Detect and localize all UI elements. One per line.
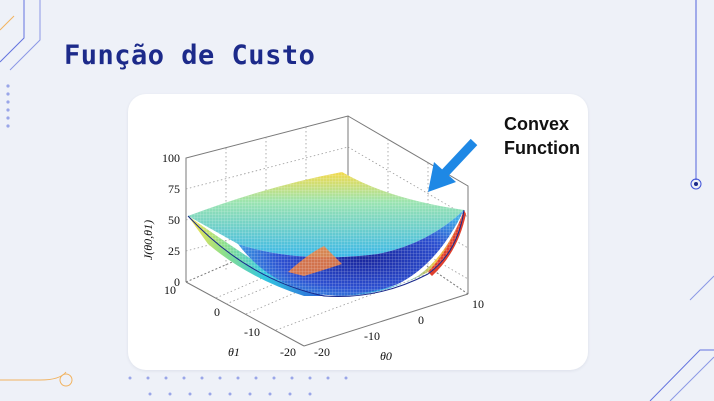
theta0-label: θ0 [380,349,392,363]
theta1-tick-10: 10 [164,283,176,297]
theta1-tick-0: 0 [214,305,220,319]
z-axis-label: J(θ0,θ1) [141,220,155,260]
orange-ring-bottom-left [59,373,73,387]
circuit-line-bottom-right-3 [689,275,714,301]
annotation-line-1: Convex [504,114,570,134]
floor-edge-left [185,281,305,347]
z-tick-75: 75 [168,182,180,196]
circuit-line-bottom-right [649,349,714,401]
z-tick-25: 25 [168,244,180,258]
annotation-line-2: Function [504,138,580,158]
orange-accent-bottom-left [0,371,67,381]
slide-title: Função de Custo [64,40,316,71]
convex-surface [187,172,466,297]
theta0-tick-minus10: -10 [364,329,380,343]
z-tick-50: 50 [168,213,180,227]
circuit-line-top-left-2 [9,0,41,71]
theta1-tick-minus10: -10 [244,325,260,339]
surface-plot: 100 75 50 25 0 J(θ0,θ1) 10 0 -10 -20 θ1 … [141,115,484,363]
theta0-tick-0: 0 [418,313,424,327]
dot-pattern-bottom [128,376,348,396]
circuit-dot-right [694,182,698,186]
theta0-tick-minus20: -20 [314,345,330,359]
theta0-tick-10: 10 [472,297,484,311]
theta1-label: θ1 [228,345,240,359]
orange-accent-top-left [0,15,15,31]
z-axis: 100 75 50 25 0 [162,151,180,289]
floor-edge-front [303,293,469,347]
callout-arrow-icon [428,138,478,192]
circuit-line-bottom-right-2 [669,356,714,401]
z-tick-100: 100 [162,151,180,165]
convex-function-annotation: Convex Function [504,112,580,160]
dot-pattern-left [6,84,10,128]
circuit-node-right [690,178,702,190]
figure-card: 100 75 50 25 0 J(θ0,θ1) 10 0 -10 -20 θ1 … [128,94,588,370]
theta1-tick-minus20: -20 [280,345,296,359]
z-tick-0: 0 [174,275,180,289]
circuit-line-top-left [0,0,25,63]
theta0-axis: -20 -10 0 10 [314,297,484,359]
theta1-axis: 10 0 -10 -20 [164,283,296,359]
